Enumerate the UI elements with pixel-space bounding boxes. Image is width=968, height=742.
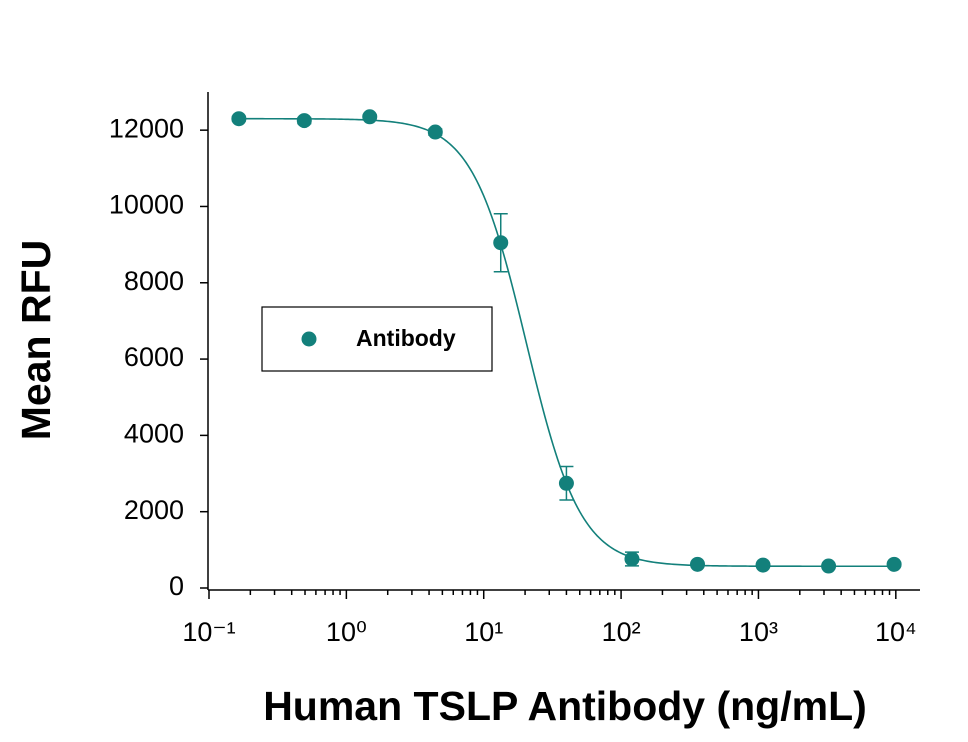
x-tick-label: 10³ bbox=[739, 617, 778, 647]
y-tick-label: 4000 bbox=[124, 419, 184, 449]
data-point bbox=[886, 556, 902, 572]
data-point bbox=[624, 551, 640, 567]
y-axis-label: Mean RFU bbox=[13, 240, 59, 440]
y-tick-label: 10000 bbox=[109, 190, 184, 220]
data-point bbox=[362, 109, 378, 125]
y-tick-label: 6000 bbox=[124, 342, 184, 372]
y-tick-label: 8000 bbox=[124, 266, 184, 296]
x-tick-label: 10⁴ bbox=[875, 617, 917, 647]
x-tick-label: 10⁻¹ bbox=[182, 617, 235, 647]
y-tick-label: 0 bbox=[169, 571, 184, 601]
x-axis-label: Human TSLP Antibody (ng/mL) bbox=[263, 683, 867, 729]
data-point bbox=[296, 113, 312, 129]
y-tick-label: 12000 bbox=[109, 113, 184, 143]
data-point bbox=[821, 558, 837, 574]
x-tick-label: 10⁰ bbox=[326, 617, 367, 647]
data-point bbox=[690, 556, 706, 572]
y-tick-label: 2000 bbox=[124, 495, 184, 525]
legend-marker bbox=[301, 331, 317, 347]
x-tick-label: 10² bbox=[602, 617, 641, 647]
data-point bbox=[231, 111, 247, 127]
legend-box bbox=[261, 306, 493, 372]
data-point bbox=[558, 475, 574, 491]
legend-label: Antibody bbox=[356, 325, 456, 351]
x-tick-label: 10¹ bbox=[464, 617, 503, 647]
data-point bbox=[427, 124, 443, 140]
data-point bbox=[493, 235, 509, 251]
data-point bbox=[755, 557, 771, 573]
